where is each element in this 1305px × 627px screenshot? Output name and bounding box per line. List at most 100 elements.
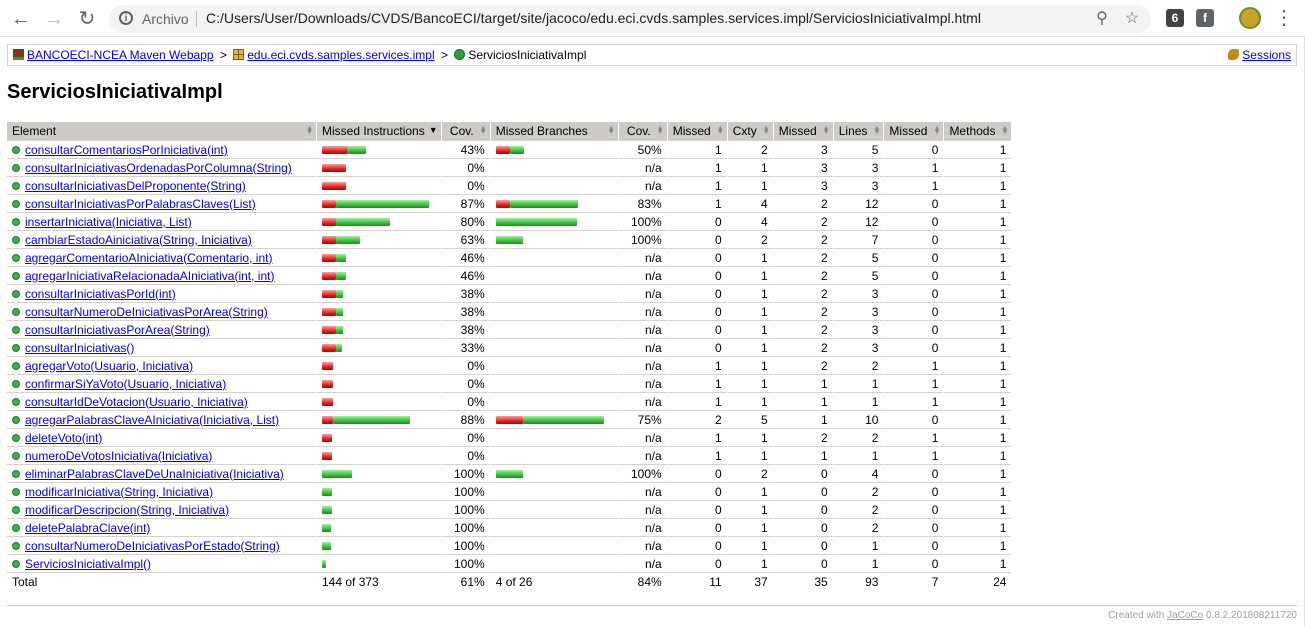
method-link[interactable]: agregarIniciativaRelacionadaAIniciativa(… xyxy=(25,268,275,283)
missed-lines: 3 xyxy=(773,140,834,159)
facebook-extension-icon[interactable]: f xyxy=(1196,9,1214,27)
method-link[interactable]: consultarNumeroDeIniciativasPorArea(Stri… xyxy=(25,304,268,319)
breadcrumb-package-link[interactable]: edu.eci.cvds.samples.services.impl xyxy=(247,48,435,62)
covered-instructions-bar xyxy=(336,325,343,334)
info-icon[interactable]: i xyxy=(119,11,133,25)
header-element[interactable]: Element ▲ ▼ xyxy=(7,122,317,141)
missed-methods: 0 xyxy=(883,410,945,429)
method-icon xyxy=(12,397,20,406)
covered-instructions-bar xyxy=(322,487,332,496)
missed-complexity: 0 xyxy=(667,230,728,249)
method-icon xyxy=(12,235,20,244)
complexity: 1 xyxy=(727,536,774,555)
method-link[interactable]: deleteVoto(int) xyxy=(25,430,103,445)
header-lines[interactable]: Lines ▲ ▼ xyxy=(833,122,885,141)
method-link[interactable]: consultarNumeroDeIniciativasPorEstado(St… xyxy=(25,538,280,553)
total-lines: 93 xyxy=(833,572,885,590)
method-link[interactable]: insertarIniciativa(Iniciativa, List) xyxy=(25,214,192,229)
sessions-link[interactable]: Sessions xyxy=(1242,48,1291,62)
method-link[interactable]: ServiciosIniciativaImpl() xyxy=(25,556,152,571)
address-divider xyxy=(196,11,197,27)
header-complexity[interactable]: Cxty ▲ ▼ xyxy=(727,122,774,141)
header-methods[interactable]: Methods ▲ ▼ xyxy=(943,122,1013,141)
method-link[interactable]: agregarPalabrasClaveAIniciativa(Iniciati… xyxy=(25,412,280,427)
element-cell: confirmarSiYaVoto(Usuario, Iniciativa) xyxy=(7,374,317,393)
total-instructions-coverage: 61% xyxy=(441,572,491,590)
address-bar[interactable]: i Archivo C:/Users/User/Downloads/CVDS/B… xyxy=(109,5,1151,33)
bookmark-star-icon[interactable]: ☆ xyxy=(1124,10,1140,27)
table-row: insertarIniciativa(Iniciativa, List) 80% 1… xyxy=(7,212,1013,231)
profile-avatar[interactable] xyxy=(1239,7,1261,29)
element-cell: consultarIniciativasOrdenadasPorColumna(… xyxy=(7,158,317,177)
forward-button[interactable]: → xyxy=(44,8,64,30)
total-branches-coverage: 84% xyxy=(618,572,668,590)
methods: 1 xyxy=(943,446,1013,465)
method-link[interactable]: consultarIniciativasPorArea(String) xyxy=(25,322,210,337)
instructions-coverage: 100% xyxy=(441,464,491,483)
lines: 1 xyxy=(833,536,885,555)
method-icon xyxy=(12,271,20,280)
element-cell: consultarIniciativasPorId(int) xyxy=(7,284,317,303)
method-link[interactable]: consultarIniciativasPorPalabrasClaves(Li… xyxy=(25,196,256,211)
method-link[interactable]: consultarComentariosPorIniciativa(int) xyxy=(25,142,228,157)
table-row: ServiciosIniciativaImpl() 100% n/a 0 1 0 1 0 1 xyxy=(7,554,1013,573)
missed-branches-bar xyxy=(495,145,510,154)
branches-bar-cell xyxy=(490,266,619,285)
branches-coverage: n/a xyxy=(618,302,668,321)
breadcrumb: BANCOECI-NCEA Maven Webapp > edu.eci.cvd… xyxy=(7,44,1297,66)
missed-complexity: 0 xyxy=(667,320,728,339)
branches-coverage: n/a xyxy=(618,482,668,501)
header-branches-coverage[interactable]: Cov. ▲ ▼ xyxy=(618,122,668,141)
missed-methods: 0 xyxy=(883,320,945,339)
missed-lines: 0 xyxy=(773,464,834,483)
jacoco-link[interactable]: JaCoCo xyxy=(1167,610,1204,621)
method-link[interactable]: deletePalabraClave(int) xyxy=(25,520,151,535)
method-icon xyxy=(12,163,20,172)
reload-button[interactable]: ↻ xyxy=(78,8,96,30)
missed-instructions-bar xyxy=(322,379,333,388)
branches-bar-cell xyxy=(490,446,619,465)
header-missed-complexity[interactable]: Missed ▲ ▼ xyxy=(667,122,728,141)
method-link[interactable]: modificarIniciativa(String, Iniciativa) xyxy=(25,484,214,499)
header-missed-methods[interactable]: Missed ▲ ▼ xyxy=(883,122,945,141)
covered-instructions-bar xyxy=(336,253,346,262)
back-button[interactable]: ← xyxy=(11,8,31,30)
method-link[interactable]: consultarIniciativas() xyxy=(25,340,135,355)
missed-methods: 1 xyxy=(883,428,945,447)
methods: 1 xyxy=(943,482,1013,501)
missed-instructions-bar xyxy=(322,361,333,370)
covered-branches-bar xyxy=(509,145,524,154)
method-link[interactable]: numeroDeVotosIniciativa(Iniciativa) xyxy=(25,448,213,463)
instructions-coverage: 100% xyxy=(441,536,491,555)
zoom-icon[interactable]: ⚲ xyxy=(1096,10,1108,27)
extension-icon[interactable]: 6 xyxy=(1166,9,1184,27)
method-link[interactable]: consultarIdDeVotacion(Usuario, Iniciativ… xyxy=(25,394,248,409)
instructions-bar-cell xyxy=(316,554,442,573)
method-link[interactable]: consultarIniciativasDelProponente(String… xyxy=(25,178,246,193)
url-text[interactable]: C:/Users/User/Downloads/CVDS/BancoECI/ta… xyxy=(206,10,981,26)
breadcrumb-report-link[interactable]: BANCOECI-NCEA Maven Webapp xyxy=(27,48,214,62)
header-missed-instructions[interactable]: Missed Instructions ▼ xyxy=(316,122,442,141)
methods: 1 xyxy=(943,410,1013,429)
instructions-bar-cell xyxy=(316,356,442,375)
method-link[interactable]: agregarVoto(Usuario, Iniciativa) xyxy=(25,358,194,373)
method-link[interactable]: confirmarSiYaVoto(Usuario, Iniciativa) xyxy=(25,376,227,391)
header-missed-branches[interactable]: Missed Branches ▲ ▼ xyxy=(490,122,619,141)
method-link[interactable]: cambiarEstadoAiniciativa(String, Iniciat… xyxy=(25,232,252,247)
method-link[interactable]: consultarIniciativasOrdenadasPorColumna(… xyxy=(25,160,292,175)
missed-methods: 0 xyxy=(883,482,945,501)
method-link[interactable]: modificarDescripcion(String, Iniciativa) xyxy=(25,502,230,517)
method-link[interactable]: agregarComentarioAIniciativa(Comentario,… xyxy=(25,250,273,265)
method-link[interactable]: consultarIniciativasPorId(int) xyxy=(25,286,176,301)
branches-coverage: 75% xyxy=(618,410,668,429)
complexity: 1 xyxy=(727,176,774,195)
method-link[interactable]: eliminarPalabrasClaveDeUnaIniciativa(Ini… xyxy=(25,466,284,481)
table-row: consultarIniciativasPorPalabrasClaves(Li… xyxy=(7,194,1013,213)
header-instructions-coverage[interactable]: Cov. ▲ ▼ xyxy=(441,122,491,141)
header-missed-lines[interactable]: Missed ▲ ▼ xyxy=(773,122,834,141)
element-cell: consultarComentariosPorIniciativa(int) xyxy=(7,140,317,159)
missed-branches-bar xyxy=(495,415,523,424)
browser-menu-icon[interactable]: ⋮ xyxy=(1274,7,1294,29)
page-title: ServiciosIniciativaImpl xyxy=(7,81,223,103)
missed-complexity: 0 xyxy=(667,554,728,573)
